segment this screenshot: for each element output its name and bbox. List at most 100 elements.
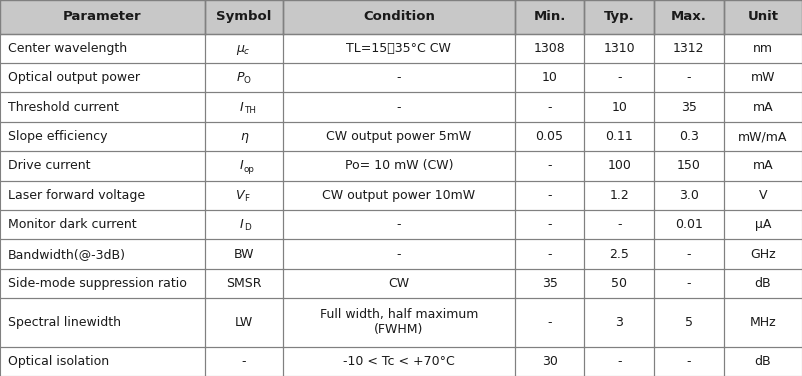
Text: -: - [396,101,401,114]
Bar [723,298,802,347]
Text: CW: CW [388,277,409,290]
Bar [283,240,515,269]
Text: -10 < Tc < +70°C: -10 < Tc < +70°C [343,355,455,368]
Bar [585,210,654,240]
Text: CW output power 10mW: CW output power 10mW [322,189,476,202]
Bar [515,122,585,151]
Text: 100: 100 [607,159,631,173]
Text: GHz: GHz [750,248,776,261]
Text: -: - [396,71,401,84]
Text: O: O [244,76,251,85]
Text: 5: 5 [685,316,693,329]
Bar [205,210,283,240]
Text: μA: μA [755,218,771,231]
Text: P: P [237,71,244,84]
Bar [654,122,723,151]
Text: -: - [687,248,691,261]
Text: 1308: 1308 [533,42,565,55]
Text: I: I [240,159,244,173]
Text: mA: mA [752,101,773,114]
Text: c: c [244,47,249,56]
Bar [585,122,654,151]
Bar [723,63,802,92]
Text: -: - [396,218,401,231]
Text: μ: μ [236,42,244,55]
Bar [585,240,654,269]
Bar [283,33,515,63]
Bar [654,0,723,33]
Text: 1.2: 1.2 [610,189,629,202]
Bar [723,240,802,269]
Bar [654,63,723,92]
Bar [0,0,205,33]
Bar [654,298,723,347]
Bar [585,63,654,92]
Text: 3: 3 [615,316,623,329]
Bar [723,122,802,151]
Bar [515,298,585,347]
Text: 0.01: 0.01 [675,218,703,231]
Text: -: - [547,218,552,231]
Text: LW: LW [235,316,253,329]
Text: -: - [547,316,552,329]
Bar [205,298,283,347]
Bar [0,63,205,92]
Text: I: I [240,218,244,231]
Text: 0.11: 0.11 [606,130,633,143]
Bar [723,92,802,122]
Text: mW: mW [751,71,775,84]
Text: Optical isolation: Optical isolation [8,355,109,368]
Text: 150: 150 [677,159,701,173]
Text: Typ.: Typ. [604,10,634,23]
Text: -: - [687,277,691,290]
Text: -: - [547,248,552,261]
Bar [515,0,585,33]
Bar [515,151,585,180]
Text: 50: 50 [611,277,627,290]
Bar [283,210,515,240]
Bar [585,33,654,63]
Bar [654,347,723,376]
Bar [654,210,723,240]
Bar [0,180,205,210]
Bar [205,92,283,122]
Text: Po= 10 mW (CW): Po= 10 mW (CW) [345,159,453,173]
Bar [515,210,585,240]
Bar [283,180,515,210]
Bar [205,269,283,298]
Bar [723,180,802,210]
Text: 3.0: 3.0 [678,189,699,202]
Text: -: - [687,71,691,84]
Text: 0.05: 0.05 [536,130,564,143]
Bar [515,92,585,122]
Bar [585,269,654,298]
Text: 35: 35 [681,101,697,114]
Text: nm: nm [753,42,773,55]
Bar [723,210,802,240]
Text: -: - [396,248,401,261]
Text: D: D [244,223,250,232]
Bar [283,298,515,347]
Text: Center wavelength: Center wavelength [8,42,128,55]
Bar [205,33,283,63]
Text: 0.3: 0.3 [678,130,699,143]
Bar [283,151,515,180]
Bar [0,240,205,269]
Text: dB: dB [755,355,772,368]
Text: F: F [244,194,249,203]
Bar [205,0,283,33]
Bar [0,269,205,298]
Text: 30: 30 [541,355,557,368]
Bar [723,0,802,33]
Bar [723,269,802,298]
Text: Drive current: Drive current [8,159,91,173]
Text: TL=15～35°C CW: TL=15～35°C CW [346,42,452,55]
Text: Symbol: Symbol [216,10,271,23]
Text: Spectral linewidth: Spectral linewidth [8,316,121,329]
Bar [205,180,283,210]
Bar [283,347,515,376]
Bar [0,33,205,63]
Bar [0,210,205,240]
Text: Monitor dark current: Monitor dark current [8,218,136,231]
Bar [654,92,723,122]
